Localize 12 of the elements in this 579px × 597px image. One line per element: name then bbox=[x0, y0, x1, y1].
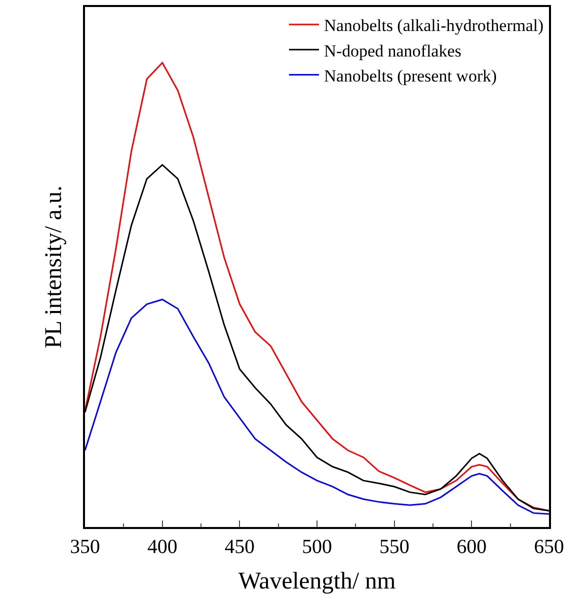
x-tick-label: 350 bbox=[70, 536, 100, 558]
y-axis-title: PL intensity/ a.u. bbox=[40, 185, 67, 349]
x-tick-label: 550 bbox=[379, 536, 410, 558]
legend-label: N-doped nanoflakes bbox=[324, 41, 462, 60]
legend-label: Nanobelts (present work) bbox=[324, 66, 497, 86]
x-axis-title: Wavelength/ nm bbox=[238, 568, 396, 595]
x-tick-label: 450 bbox=[224, 536, 255, 558]
legend-label: Nanobelts (alkali-hydrothermal) bbox=[324, 16, 544, 36]
x-tick-label: 650 bbox=[534, 536, 564, 558]
x-tick-label: 400 bbox=[147, 536, 178, 558]
x-tick-label: 600 bbox=[456, 536, 487, 558]
x-tick-label: 500 bbox=[302, 536, 332, 558]
